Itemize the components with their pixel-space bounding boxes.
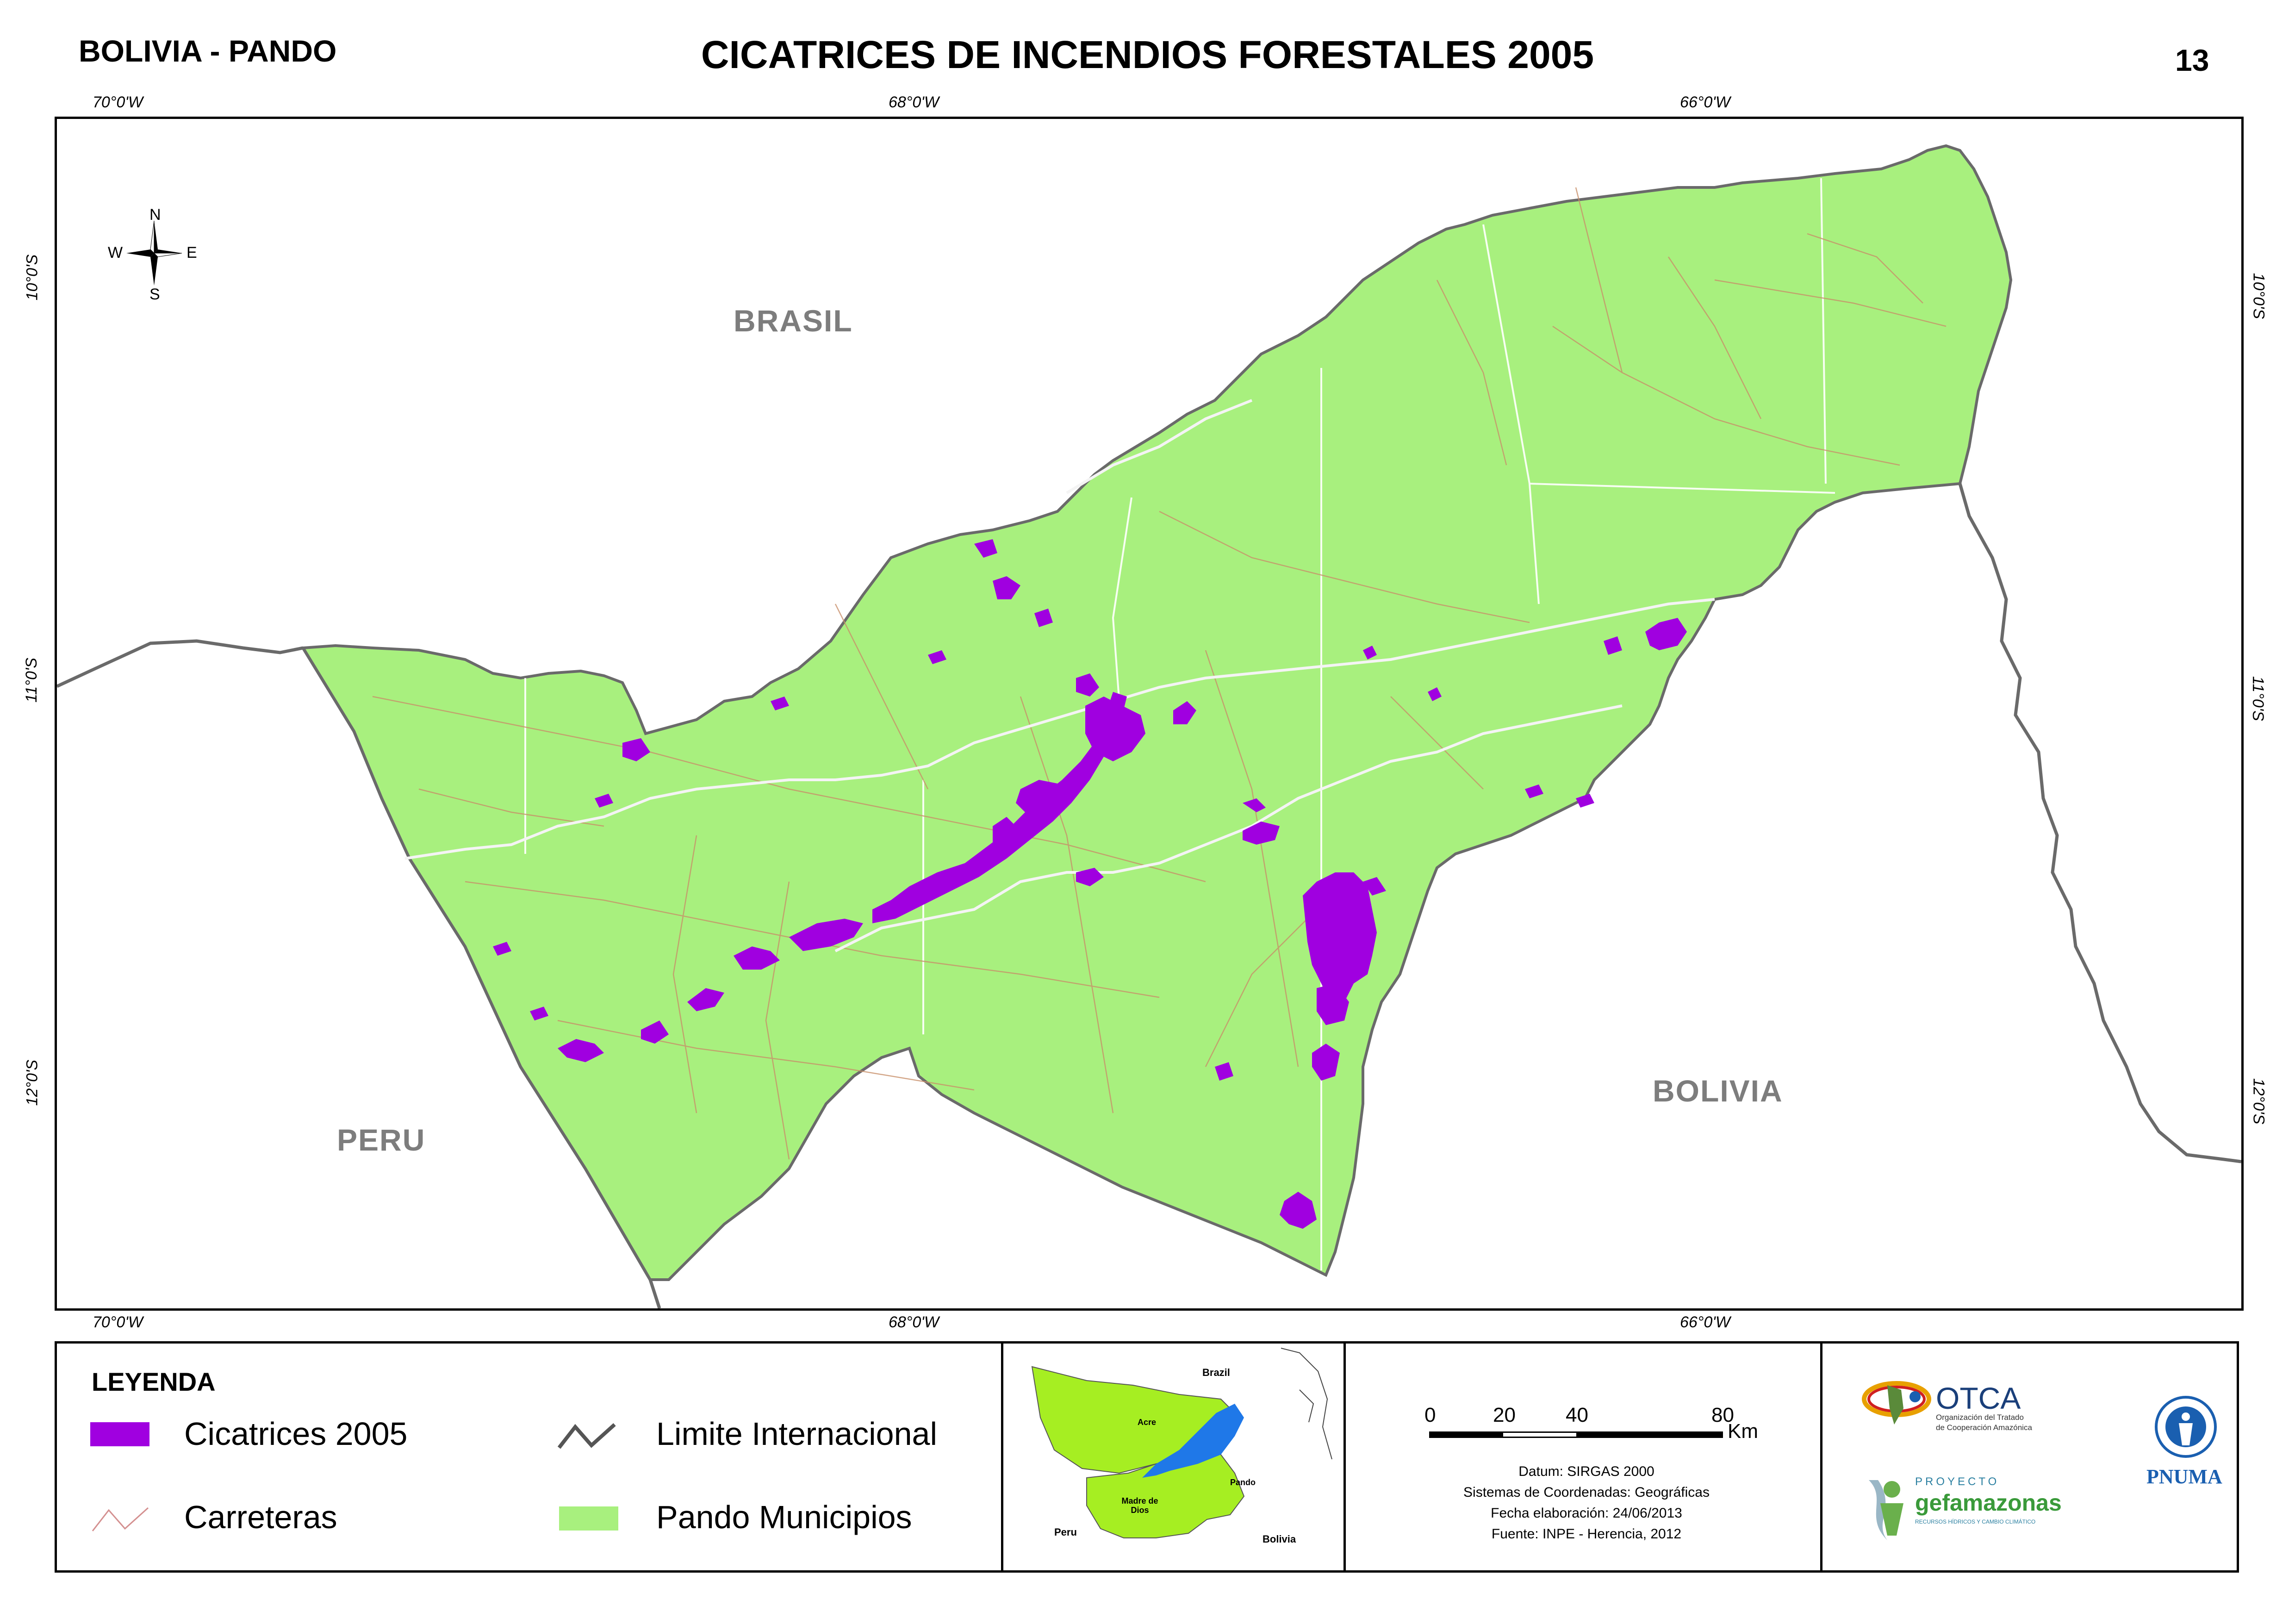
map-title: CICATRICES DE INCENDIOS FORESTALES 2005 bbox=[701, 33, 1594, 76]
pando-municipios-polygon[interactable] bbox=[300, 144, 2013, 1281]
inset-label-bolivia: Bolivia bbox=[1263, 1533, 1296, 1545]
legend-label-pando: Pando Municipios bbox=[656, 1499, 912, 1535]
north-label: N bbox=[149, 206, 161, 224]
inset-map-canvas bbox=[1031, 1348, 1332, 1538]
logos-panel: OTCA Organización del Tratado de Coopera… bbox=[1822, 1344, 2239, 1570]
legend-symbol-limite bbox=[557, 1423, 616, 1449]
cicatrices-2005[interactable] bbox=[493, 539, 1687, 1229]
scale-tick-0: 0 bbox=[1424, 1404, 1436, 1426]
left-latitude-label-10s: 10°0'S bbox=[23, 254, 41, 301]
metadata-date: Fecha elaboración: 24/06/2013 bbox=[1491, 1506, 1682, 1521]
legend-swatch-pando bbox=[559, 1506, 618, 1531]
map-frame[interactable]: N S W E BRASIL PERU BOLIVIA bbox=[55, 117, 2244, 1311]
gef-name: gefamazonas bbox=[1915, 1490, 2062, 1516]
south-label: S bbox=[149, 286, 160, 303]
region-label: BOLIVIA - PANDO bbox=[79, 34, 337, 68]
compass-icon bbox=[126, 220, 182, 286]
pnuma-emblem bbox=[2153, 1394, 2218, 1459]
inset-label-brazil: Brazil bbox=[1202, 1367, 1230, 1378]
right-latitude-label-11s: 11°0'S bbox=[2249, 676, 2267, 721]
legend-frame: LEYENDA Cicatrices 2005 Limite Internaci… bbox=[55, 1341, 2239, 1573]
legend-divider-2 bbox=[1343, 1344, 1346, 1570]
top-longitude-label-68w: 68°0'W bbox=[889, 93, 939, 111]
metadata-source: Fuente: INPE - Herencia, 2012 bbox=[1491, 1526, 1682, 1542]
legend-label-limite: Limite Internacional bbox=[656, 1416, 937, 1452]
map-canvas[interactable] bbox=[57, 119, 2241, 1308]
legend-divider-1 bbox=[1001, 1344, 1003, 1570]
east-label: E bbox=[187, 244, 197, 261]
legend-symbol-carreteras bbox=[92, 1507, 149, 1531]
north-arrow: N S W E bbox=[108, 206, 197, 303]
scale-bar bbox=[1429, 1431, 1723, 1438]
inset-label-pando: Pando bbox=[1230, 1478, 1256, 1487]
legend-title: LEYENDA bbox=[92, 1367, 216, 1396]
gefamazonas-emblem bbox=[1860, 1471, 1915, 1545]
metadata-coord-system: Sistemas de Coordenadas: Geográficas bbox=[1463, 1485, 1710, 1500]
right-latitude-label-10s: 10°0'S bbox=[2250, 273, 2268, 319]
gef-subtitle: RECURSOS HÍDRICOS Y CAMBIO CLIMÁTICO bbox=[1915, 1518, 2036, 1525]
inset-map: Brazil Acre Pando Madre de Dios Peru Bol… bbox=[1003, 1344, 1343, 1570]
international-border-west bbox=[57, 639, 304, 688]
metadata-datum: Datum: SIRGAS 2000 bbox=[1518, 1464, 1654, 1479]
top-longitude-label-70w: 70°0'W bbox=[93, 93, 143, 111]
left-latitude-label-12s: 12°0'S bbox=[23, 1059, 41, 1106]
legend-swatch-cicatrices bbox=[90, 1422, 149, 1446]
legend-label-carreteras: Carreteras bbox=[184, 1499, 337, 1535]
legend-divider-3 bbox=[1820, 1344, 1822, 1570]
scale-unit: Km bbox=[1728, 1420, 1758, 1443]
otca-subtitle-2: de Cooperación Amazónica bbox=[1936, 1423, 2032, 1432]
otca-subtitle-1: Organización del Tratado bbox=[1936, 1413, 2024, 1422]
country-label-bolivia: BOLIVIA bbox=[1653, 1074, 1783, 1108]
left-latitude-label-11s: 11°0'S bbox=[22, 658, 40, 703]
bottom-longitude-label-68w: 68°0'W bbox=[889, 1313, 939, 1331]
scale-tick-20: 20 bbox=[1493, 1404, 1516, 1426]
otca-emblem bbox=[1860, 1371, 1943, 1427]
bottom-longitude-label-70w: 70°0'W bbox=[93, 1313, 143, 1331]
country-label-brasil: BRASIL bbox=[734, 304, 853, 338]
right-latitude-label-12s: 12°0'S bbox=[2250, 1078, 2268, 1125]
page-number: 13 bbox=[2175, 43, 2209, 77]
top-longitude-label-66w: 66°0'W bbox=[1680, 93, 1730, 111]
country-label-peru: PERU bbox=[337, 1123, 426, 1157]
legend-label-cicatrices: Cicatrices 2005 bbox=[184, 1416, 408, 1452]
inset-label-madre-de-dios: Madre de Dios bbox=[1121, 1496, 1158, 1515]
international-border-east bbox=[1958, 483, 2241, 1164]
scale-tick-80: 80 bbox=[1711, 1404, 1734, 1426]
inset-label-peru: Peru bbox=[1054, 1526, 1077, 1538]
scale-and-metadata: 0 20 40 80 Km Datum: SIRGAS 2000 Sistema… bbox=[1346, 1344, 1820, 1570]
scale-tick-40: 40 bbox=[1566, 1404, 1588, 1426]
otca-name: OTCA bbox=[1936, 1381, 2021, 1415]
rivers bbox=[404, 399, 1715, 952]
pnuma-name: PNUMA bbox=[2146, 1465, 2222, 1488]
west-label: W bbox=[108, 244, 123, 261]
bottom-longitude-label-66w: 66°0'W bbox=[1680, 1313, 1730, 1331]
gef-proyecto-label: PROYECTO bbox=[1915, 1475, 2000, 1488]
municipal-boundaries bbox=[524, 178, 1835, 1270]
inset-label-acre: Acre bbox=[1138, 1418, 1157, 1427]
